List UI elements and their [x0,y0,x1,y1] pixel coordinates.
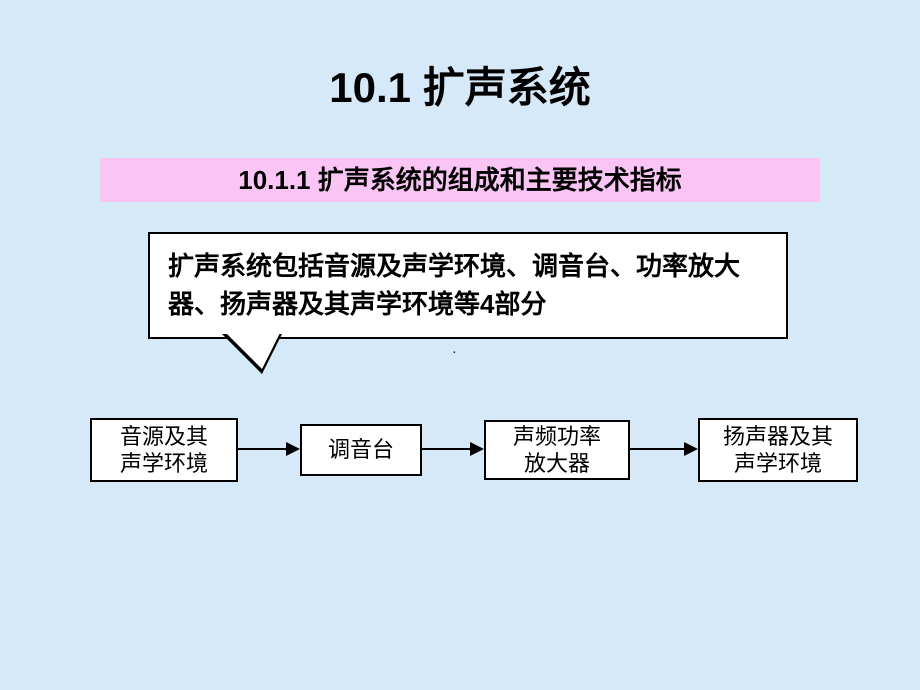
flow-arrow-icon [422,442,484,456]
flow-node-amplifier: 声频功率 放大器 [484,420,630,480]
flow-node-source: 音源及其 声学环境 [90,418,238,482]
flow-node-label: 调音台 [328,436,394,464]
arrow-line-icon [422,448,470,450]
flow-node-mixer: 调音台 [300,424,422,476]
flow-node-label: 音源及其 [120,423,208,451]
arrow-head-icon [286,442,300,456]
flow-arrow-icon [238,442,300,456]
flow-node-label: 放大器 [524,450,590,478]
description-callout: 扩声系统包括音源及声学环境、调音台、功率放大器、扬声器及其声学环境等4部分 [148,232,788,339]
arrow-line-icon [630,448,684,450]
flow-arrow-icon [630,442,698,456]
page-title: 10.1 扩声系统 [0,54,920,115]
flow-node-label: 声频功率 [513,423,601,451]
arrow-head-icon [470,442,484,456]
flow-node-label: 声学环境 [120,450,208,478]
arrow-line-icon [238,448,286,450]
arrow-head-icon [684,442,698,456]
flow-node-speaker: 扬声器及其 声学环境 [698,418,858,482]
section-subtitle: 10.1.1 扩声系统的组成和主要技术指标 [100,158,820,202]
flow-node-label: 扬声器及其 [723,423,833,451]
flow-node-label: 声学环境 [734,450,822,478]
bullet-dot-icon: · [452,346,457,362]
callout-tail-icon [226,333,280,369]
